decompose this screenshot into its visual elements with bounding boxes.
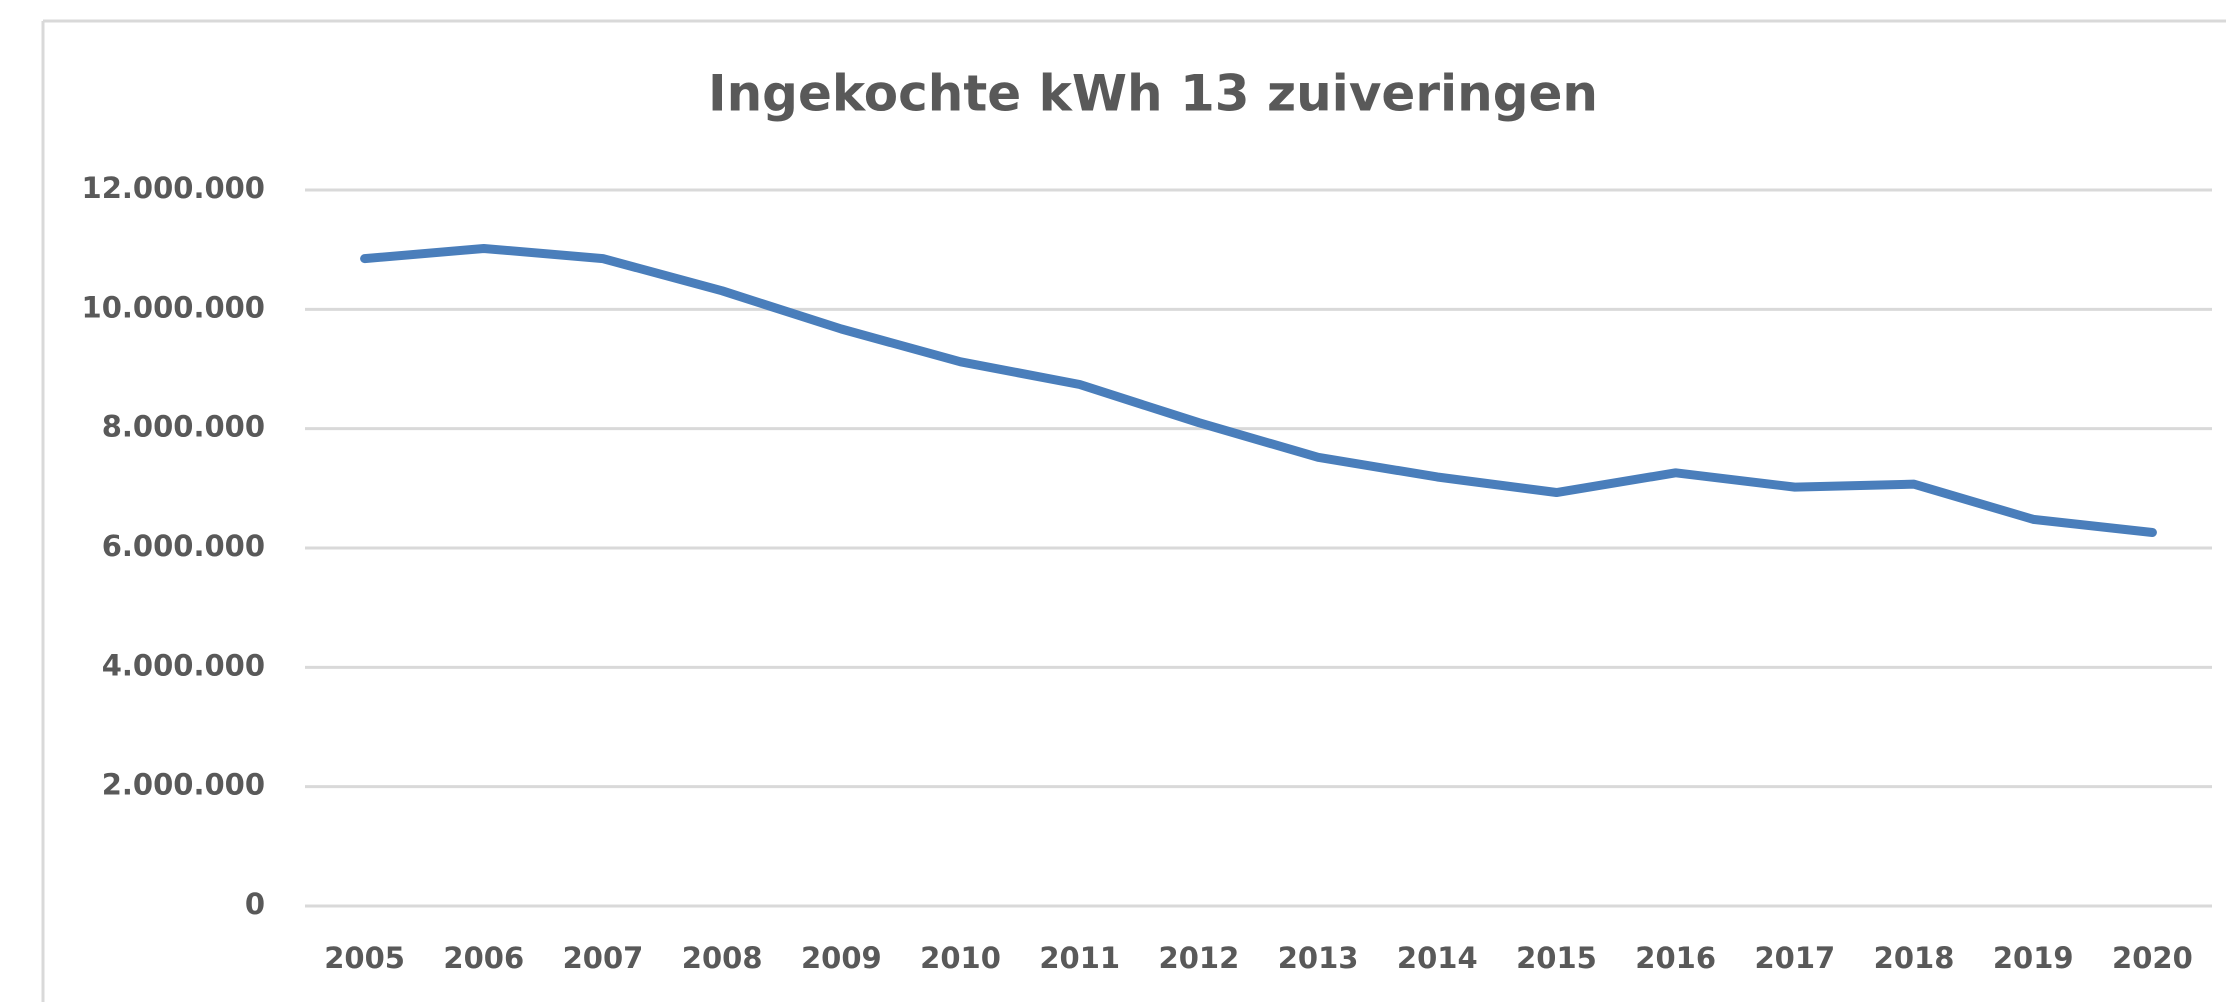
- data-line: [360, 243, 2157, 537]
- x-tick-label: 2014: [1397, 941, 1478, 975]
- x-tick-label: 2018: [1874, 941, 1955, 975]
- chart-title: Ingekochte kWh 13 zuiveringen: [708, 65, 1598, 123]
- x-tick-label: 2017: [1754, 941, 1835, 975]
- x-tick-label: 2012: [1159, 941, 1240, 975]
- y-tick-label: 8.000.000: [102, 410, 265, 444]
- x-tick-label: 2019: [1993, 941, 2074, 975]
- y-tick-label: 6.000.000: [102, 529, 265, 563]
- y-tick-label: 0: [245, 887, 265, 921]
- x-tick-label: 2011: [1039, 941, 1120, 975]
- x-tick-label: 2020: [2112, 941, 2193, 975]
- y-tick-label: 12.000.000: [82, 171, 265, 205]
- x-tick-label: 2016: [1635, 941, 1716, 975]
- x-tick-label: 2009: [801, 941, 882, 975]
- x-tick-label: 2006: [443, 941, 524, 975]
- x-tick-label: 2015: [1516, 941, 1597, 975]
- x-tick-label: 2005: [324, 941, 405, 975]
- y-tick-label: 2.000.000: [102, 768, 265, 802]
- x-tick-label: 2007: [563, 941, 644, 975]
- y-tick-label: 4.000.000: [102, 648, 265, 682]
- y-tick-label: 10.000.000: [82, 290, 265, 324]
- x-tick-label: 2013: [1278, 941, 1359, 975]
- x-tick-label: 2008: [682, 941, 763, 975]
- x-tick-label: 2010: [920, 941, 1001, 975]
